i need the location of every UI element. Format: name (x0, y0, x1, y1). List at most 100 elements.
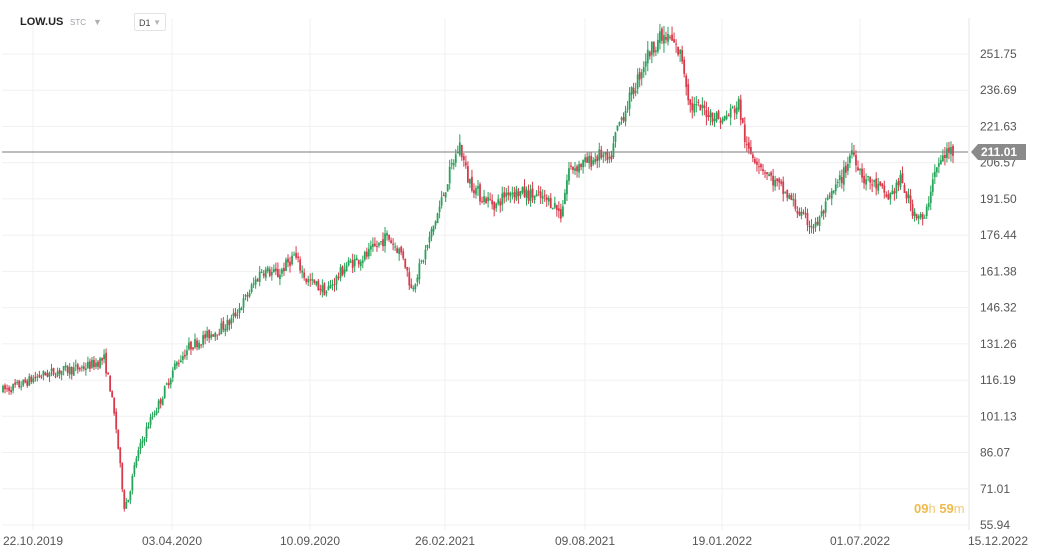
candle-body (517, 191, 520, 197)
candle-body (588, 155, 591, 164)
candle-body (887, 194, 890, 200)
candle-body (737, 98, 740, 110)
candle-body (238, 308, 241, 314)
candle-body (406, 267, 409, 271)
candle-body (749, 147, 752, 154)
candle-body (295, 252, 297, 258)
candle-body (380, 241, 382, 243)
candle-body (820, 211, 823, 216)
candle-body (117, 429, 120, 449)
candle-body (78, 368, 81, 370)
candle-body (875, 178, 878, 189)
y-tick-label: 116.19 (980, 373, 1016, 387)
candle-body (361, 260, 364, 263)
candle-body (428, 236, 431, 243)
candle-body (204, 334, 207, 339)
candle-body (151, 416, 154, 418)
candle-body (26, 380, 29, 386)
candle-body (495, 203, 498, 209)
candle-body (56, 371, 59, 377)
candle-body (412, 287, 415, 290)
x-tick-label: 03.04.2020 (142, 534, 202, 548)
candle-body (206, 331, 209, 338)
candle-body (93, 360, 95, 368)
timeframe-value: D1 (139, 18, 151, 28)
candle-body (97, 361, 99, 367)
candle-body (260, 271, 263, 273)
candle-body (596, 156, 599, 162)
x-tick-label: 09.08.2021 (555, 534, 615, 548)
candle-body (541, 196, 544, 199)
candle-body (919, 214, 922, 218)
candle-body (268, 269, 271, 276)
symbol-dropdown-icon[interactable]: ▼ (93, 17, 102, 27)
timeframe-select[interactable]: D1 ▼ (134, 13, 166, 31)
candle-body (729, 108, 732, 118)
countdown-minutes: 59 (939, 501, 954, 516)
candle-body (935, 167, 938, 173)
candle-body (895, 182, 898, 193)
candle-body (626, 108, 629, 110)
candle-body (388, 234, 390, 240)
candle-body (539, 191, 542, 198)
candle-body (879, 181, 882, 186)
candle-body (814, 222, 817, 228)
candle-body (173, 363, 176, 370)
candle-body (812, 227, 815, 229)
candle-body (610, 155, 613, 160)
candle-body (772, 175, 775, 186)
candle-body (717, 111, 720, 120)
candle-body (671, 34, 673, 41)
candle-body (58, 370, 61, 374)
current-price-label: 211.01 (981, 145, 1017, 159)
candle-body (840, 177, 843, 184)
candle-body (830, 190, 833, 199)
candle-body (135, 458, 138, 466)
candle-body (578, 164, 580, 173)
candle-body (99, 358, 101, 368)
candle-body (177, 363, 180, 365)
candle-body (891, 190, 894, 194)
candle-body (276, 269, 279, 278)
candle-body (432, 225, 435, 232)
candle-body (153, 413, 156, 416)
candle-body (743, 124, 746, 143)
candle-body (790, 194, 793, 200)
candle-body (384, 233, 386, 247)
candle-body (859, 168, 861, 171)
candle-body (756, 161, 758, 165)
candle-body (50, 368, 53, 371)
candle-body (735, 107, 738, 115)
candle-body (673, 39, 675, 43)
candle-body (566, 180, 568, 195)
candle-body (103, 354, 105, 360)
candle-body (754, 159, 756, 163)
candle-body (147, 426, 150, 429)
candle-body (624, 110, 627, 122)
candle-body (297, 256, 300, 259)
candle-body (646, 49, 649, 64)
candle-body (741, 118, 744, 123)
symbol-label[interactable]: LOW.US (20, 16, 64, 28)
candle-body (376, 245, 378, 247)
candle-body (826, 197, 829, 200)
candle-body (262, 273, 265, 276)
candle-body (689, 99, 692, 105)
candle-body (14, 382, 17, 385)
candle-body (905, 191, 908, 199)
candle-body (913, 211, 916, 216)
candle-body (305, 278, 308, 283)
candle-body (270, 271, 273, 276)
candle-body (553, 202, 556, 208)
y-tick-label: 55.94 (980, 518, 1010, 532)
candle-body (410, 284, 413, 289)
candle-body (713, 118, 716, 121)
candle-body (86, 361, 89, 368)
candle-body (303, 272, 306, 278)
candle-body (719, 120, 722, 124)
candle-body (192, 347, 194, 350)
candle-body (396, 248, 399, 254)
candle-body (618, 121, 621, 126)
candle-body (594, 158, 597, 163)
